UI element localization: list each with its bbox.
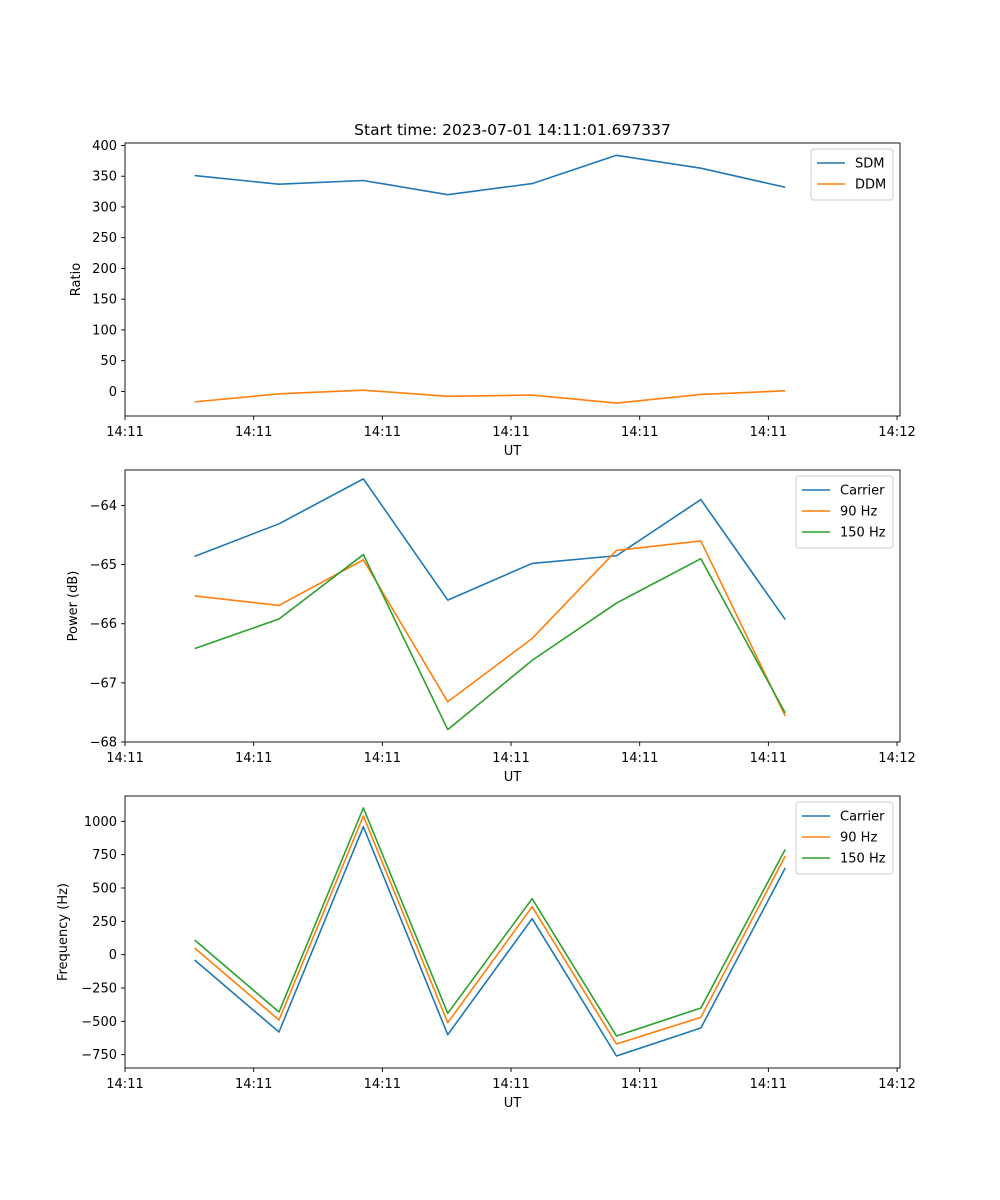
power-y-tick-label: −67	[90, 676, 117, 691]
power-legend-label-150-hz: 150 Hz	[840, 526, 886, 541]
power-series-line-90-hz	[194, 540, 786, 717]
ratio-y-tick-label: 350	[92, 170, 117, 185]
ratio-y-tick-label: 100	[92, 323, 117, 338]
frequency-y-tick-label: 1000	[84, 815, 117, 830]
frequency-x-tick-label: 14:11	[621, 1077, 658, 1092]
frequency-x-tick-label: 14:11	[235, 1077, 272, 1092]
power-y-tick-label: −68	[90, 736, 117, 751]
ratio-chart-title: Start time: 2023-07-01 14:11:01.697337	[354, 121, 671, 139]
ratio-y-tick-label: 50	[100, 354, 117, 369]
ratio-y-tick-label: 300	[92, 200, 117, 215]
power-x-tick-label: 14:11	[621, 751, 658, 766]
frequency-y-tick-label: −250	[81, 982, 117, 997]
power-plot-frame	[124, 469, 901, 743]
frequency-x-tick-label: 14:11	[750, 1077, 787, 1092]
ratio-y-tick-label: 150	[92, 293, 117, 308]
frequency-y-tick-label: −500	[81, 1015, 117, 1030]
power-x-tick-label: 14:11	[750, 751, 787, 766]
power-x-tick-label: 14:11	[106, 751, 143, 766]
ratio-series-line-ddm	[194, 389, 786, 404]
frequency-plot-frame	[124, 795, 901, 1069]
frequency-y-tick-label: 500	[92, 882, 117, 897]
ratio-x-tick-label: 14:11	[492, 425, 529, 440]
power-y-tick-label: −65	[90, 558, 117, 573]
frequency-x-tick-label: 14:11	[106, 1077, 143, 1092]
power-x-tick-label: 14:11	[235, 751, 272, 766]
frequency-series-line-carrier	[194, 825, 786, 1057]
power-x-tick-label: 14:12	[878, 751, 915, 766]
ratio-y-axis-label: Ratio	[69, 263, 84, 296]
ratio-x-tick-label: 14:11	[750, 425, 787, 440]
frequency-y-axis-label: Frequency (Hz)	[56, 883, 71, 981]
frequency-panel: 14:11 14:11 14:11 14:11 14:11 14:11 14:12 −750 −…	[56, 795, 916, 1111]
ratio-legend-box	[810, 148, 894, 201]
frequency-y-tick-label: −750	[81, 1048, 117, 1063]
ratio-y-tick-label: 0	[109, 385, 117, 400]
power-x-axis-label: UT	[504, 770, 522, 785]
power-legend-box	[795, 475, 894, 549]
ratio-series-line-sdm	[194, 154, 786, 196]
ratio-y-tick-label: 250	[92, 231, 117, 246]
frequency-legend-label-150-hz: 150 Hz	[840, 852, 886, 867]
ratio-plot-frame	[124, 142, 901, 417]
ratio-legend-label-sdm: SDM	[855, 157, 884, 172]
frequency-legend-box	[795, 801, 894, 875]
ratio-x-tick-label: 14:11	[235, 425, 272, 440]
power-series-line-150-hz	[194, 553, 786, 731]
frequency-x-tick-label: 14:11	[492, 1077, 529, 1092]
frequency-x-tick-label: 14:12	[878, 1077, 915, 1092]
ratio-y-tick-label: 200	[92, 262, 117, 277]
frequency-y-tick-label: 0	[109, 948, 117, 963]
ratio-x-tick-label: 14:11	[364, 425, 401, 440]
power-y-tick-label: −66	[90, 617, 117, 632]
frequency-series-line-90-hz	[194, 815, 786, 1045]
power-x-tick-label: 14:11	[492, 751, 529, 766]
power-x-tick-label: 14:11	[364, 751, 401, 766]
frequency-legend-label-90-hz: 90 Hz	[840, 831, 877, 846]
power-series-line-carrier	[194, 478, 786, 621]
ratio-x-axis-label: UT	[504, 444, 522, 459]
ratio-x-tick-label: 14:11	[621, 425, 658, 440]
frequency-series-line-150-hz	[194, 807, 786, 1037]
frequency-y-tick-label: 750	[92, 848, 117, 863]
ratio-x-tick-label: 14:12	[878, 425, 915, 440]
ratio-panel: Start time: 2023-07-01 14:11:01.697337 14…	[69, 121, 916, 459]
power-legend-label-90-hz: 90 Hz	[840, 505, 877, 520]
frequency-y-tick-label: 250	[92, 915, 117, 930]
ratio-legend-label-ddm: DDM	[855, 178, 886, 193]
power-legend-label-carrier: Carrier	[840, 484, 885, 499]
ratio-x-tick-label: 14:11	[106, 425, 143, 440]
power-y-tick-label: −64	[90, 499, 117, 514]
frequency-legend-label-carrier: Carrier	[840, 810, 885, 825]
power-panel: 14:11 14:11 14:11 14:11 14:11 14:11 14:12 −68 −6…	[66, 469, 916, 785]
ratio-y-tick-label: 400	[92, 139, 117, 154]
power-y-axis-label: Power (dB)	[66, 571, 81, 642]
frequency-x-axis-label: UT	[504, 1096, 522, 1111]
frequency-x-tick-label: 14:11	[364, 1077, 401, 1092]
